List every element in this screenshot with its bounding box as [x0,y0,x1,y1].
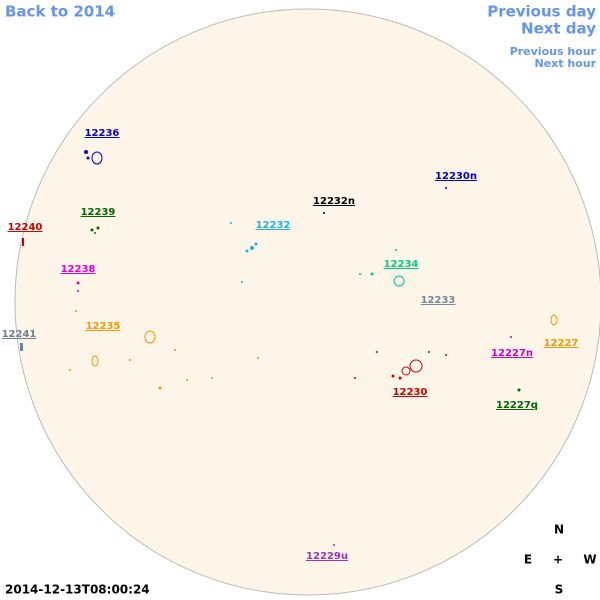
region-label[interactable]: 12229u [306,551,348,562]
region-label[interactable]: 12232 [256,220,291,231]
region-label[interactable]: 12236 [85,128,120,139]
compass-center: + [553,553,563,567]
next-hour-link[interactable]: Next hour [535,57,597,70]
region-labels: 12236 12230n 12232n 12239 12240 12232 12234 122… [2,128,579,562]
compass-south: S [555,583,564,597]
region-label[interactable]: 12230 [393,387,428,398]
compass-east: E [524,553,532,567]
region-label[interactable]: 12230n [435,171,477,182]
region-label[interactable]: 12227 [544,338,579,349]
region-label[interactable]: 12233 [421,295,456,306]
previous-hour-link[interactable]: Previous hour [510,45,597,58]
region-label[interactable]: 12232n [313,196,355,207]
compass-north: N [554,523,564,537]
next-day-link[interactable]: Next day [521,20,596,38]
region-label[interactable]: 12234 [384,259,419,270]
region-label[interactable]: 12241 [2,329,37,340]
region-label[interactable]: 12227q [496,400,538,411]
back-link[interactable]: Back to 2014 [5,3,115,21]
region-label[interactable]: 12235 [86,321,121,332]
region-label[interactable]: 12238 [61,264,96,275]
region-label[interactable]: 12239 [81,207,116,218]
compass-west: W [583,553,596,567]
timestamp: 2014-12-13T08:00:24 [5,583,150,597]
previous-day-link[interactable]: Previous day [487,3,596,21]
solar-disk [14,8,600,596]
sunspots [20,150,558,546]
region-label[interactable]: 12240 [8,222,43,233]
region-label[interactable]: 12227n [491,348,533,359]
